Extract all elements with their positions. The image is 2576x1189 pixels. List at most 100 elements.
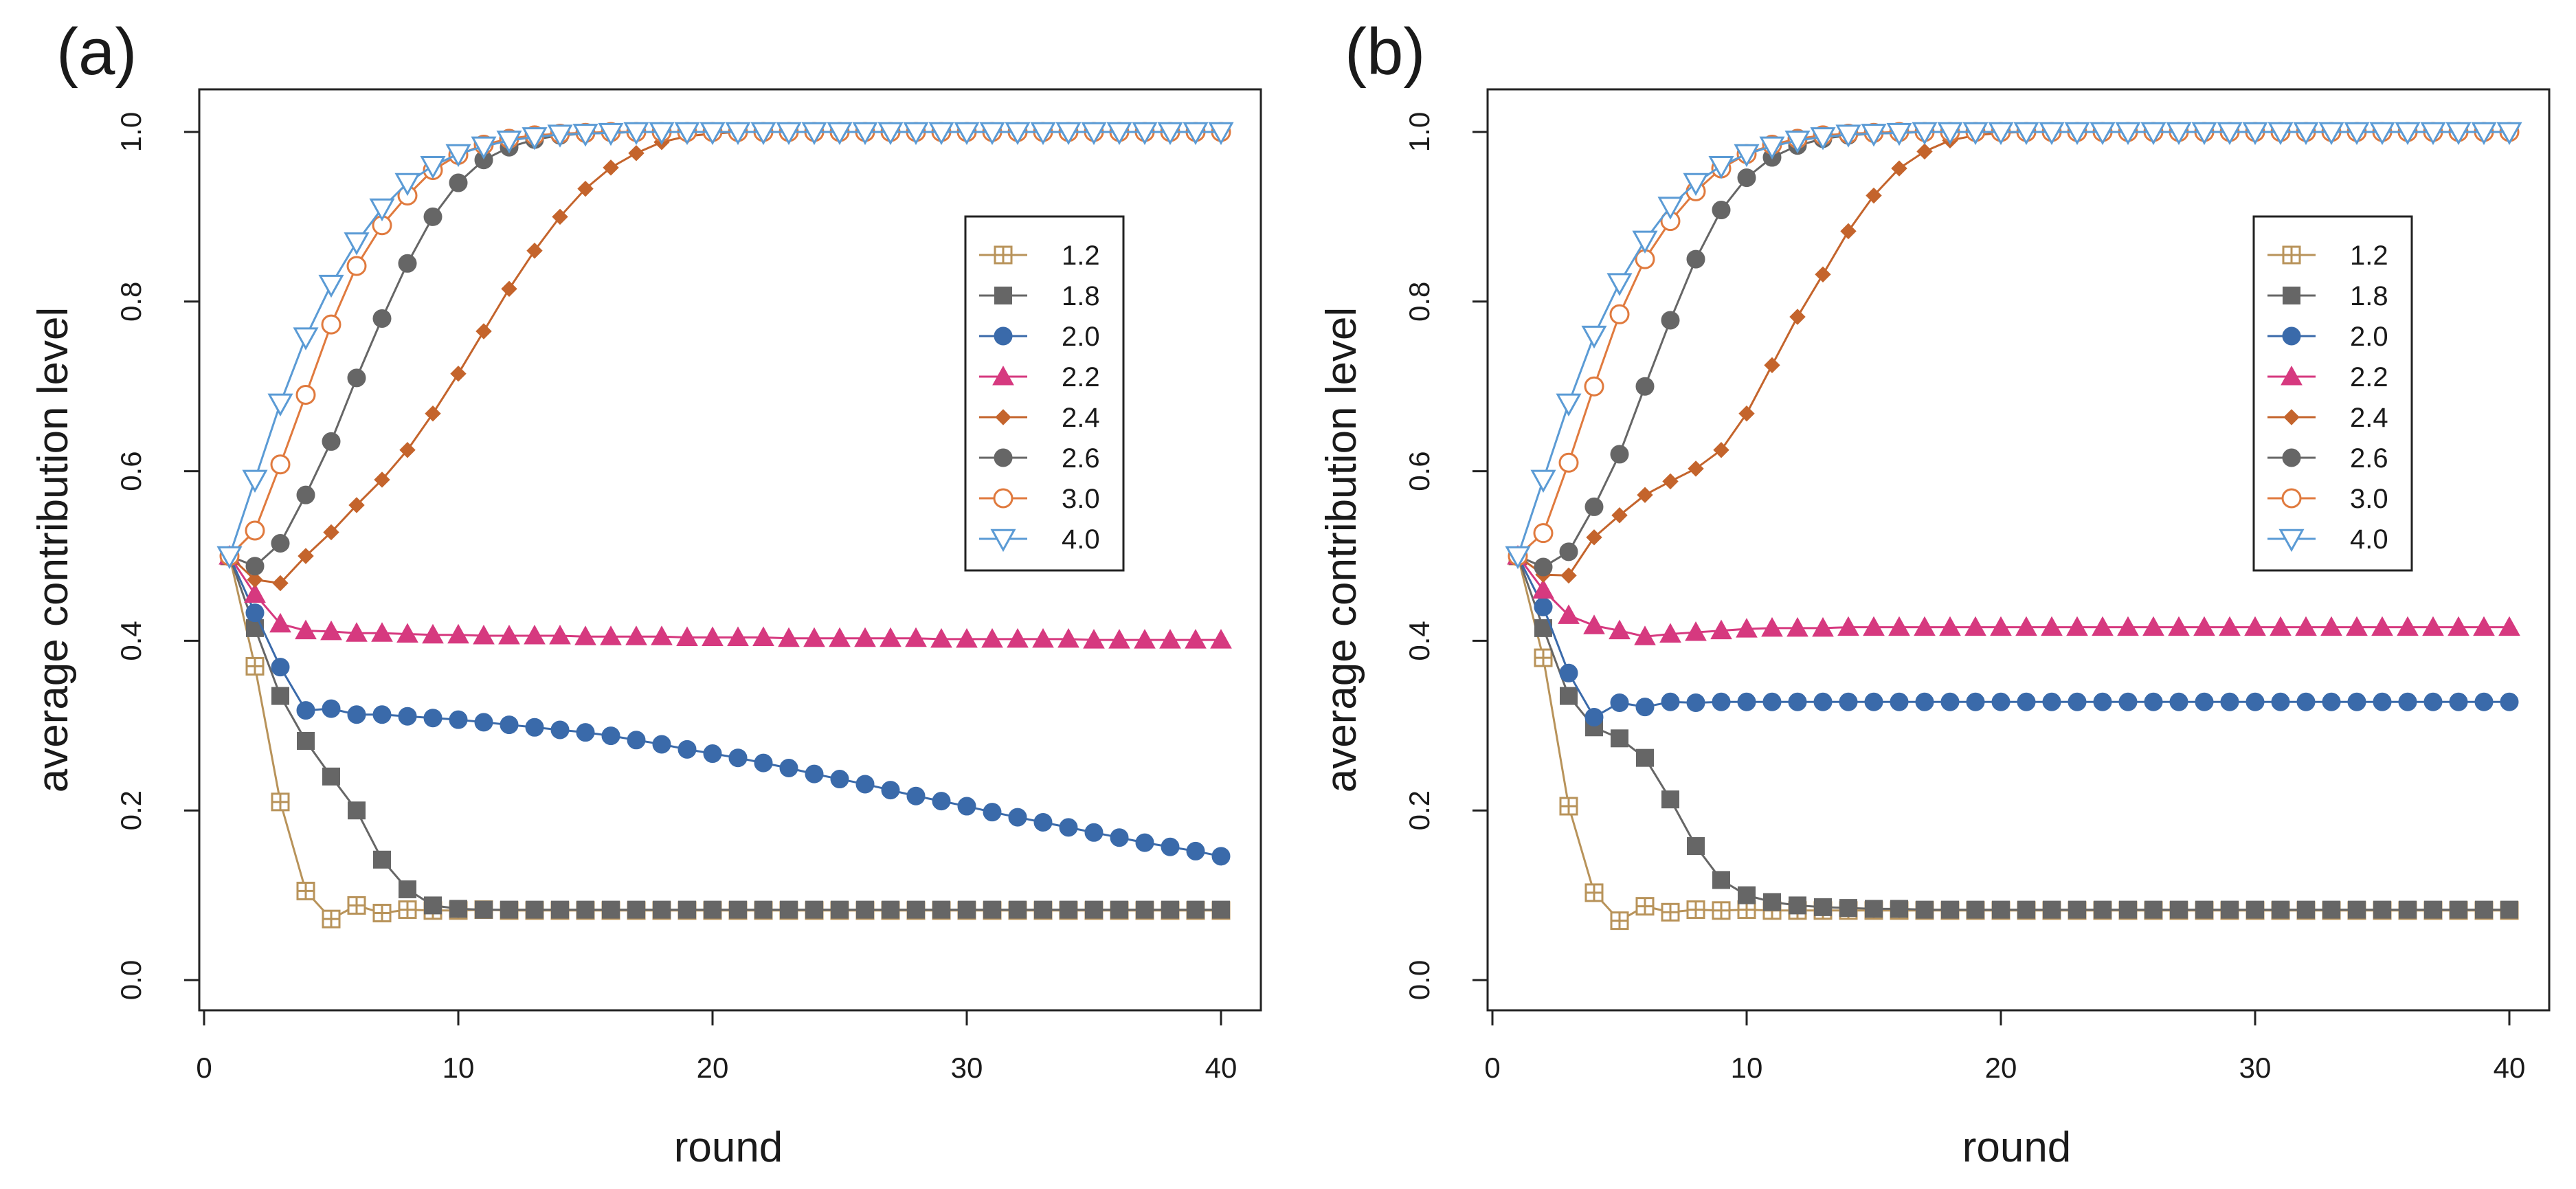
data-point <box>2496 122 2522 146</box>
data-point <box>2348 900 2366 919</box>
series-line <box>228 555 1222 858</box>
series-line <box>228 131 1221 557</box>
data-point <box>2320 616 2342 636</box>
data-point <box>958 900 976 919</box>
data-point <box>2118 692 2138 711</box>
data-point <box>1839 692 1858 711</box>
data-point <box>1558 452 1579 473</box>
data-point <box>2017 692 2036 711</box>
legend-label: 1.2 <box>1062 241 1100 271</box>
data-point <box>552 208 568 225</box>
data-point <box>1161 837 1180 856</box>
series-2.0 <box>220 546 1231 866</box>
data-point <box>827 122 853 146</box>
data-point <box>2015 616 2037 636</box>
data-point <box>2471 122 2497 146</box>
data-point <box>296 881 315 900</box>
data-point <box>602 900 620 919</box>
data-point <box>2092 616 2114 636</box>
data-point <box>1888 616 1910 636</box>
data-point <box>445 144 471 168</box>
data-point <box>2195 692 2214 711</box>
legend-label: 1.8 <box>2350 281 2388 311</box>
data-point <box>1891 160 1907 177</box>
data-point <box>348 497 365 513</box>
data-point <box>323 524 339 541</box>
data-point <box>1939 616 1961 636</box>
data-point <box>2191 122 2217 146</box>
data-point <box>576 900 594 919</box>
data-point <box>729 900 747 919</box>
data-point <box>1738 886 1756 904</box>
data-point <box>1187 900 1205 919</box>
data-point <box>2344 122 2370 146</box>
data-point <box>295 385 316 405</box>
data-point <box>932 792 951 811</box>
data-point <box>1835 124 1861 148</box>
data-point <box>2373 900 2391 919</box>
data-point <box>1661 790 1679 809</box>
data-point <box>1135 833 1154 852</box>
x-tick-label: 0 <box>196 1052 212 1084</box>
data-point <box>449 710 468 729</box>
data-point <box>1534 557 1553 577</box>
data-point <box>1686 249 1705 269</box>
data-point <box>880 627 901 647</box>
legend-marker <box>995 409 1011 425</box>
legend-entry: 4.0 <box>979 524 1100 555</box>
data-point <box>2422 616 2444 636</box>
data-point <box>399 442 416 458</box>
data-point <box>2399 900 2417 919</box>
x-tick-label: 30 <box>951 1052 983 1084</box>
data-point <box>805 900 823 919</box>
data-point <box>2041 616 2063 636</box>
y-axis-title: average contribution level <box>1318 307 1365 793</box>
data-point <box>1710 619 1732 640</box>
data-point <box>830 770 849 789</box>
data-point <box>1533 523 1554 544</box>
data-point <box>1813 692 1833 711</box>
y-axis: 0.0 0.2 0.4 0.6 0.8 1.0 <box>1403 112 1488 1000</box>
data-point <box>1661 692 1680 711</box>
data-point <box>1916 143 1933 160</box>
data-point <box>1033 812 1053 832</box>
data-point <box>2068 900 2086 919</box>
data-point <box>1712 871 1730 889</box>
legend-marker <box>994 287 1012 304</box>
data-point <box>1738 405 1755 422</box>
data-point <box>369 198 395 222</box>
data-point <box>500 900 518 919</box>
x-axis: 0 10 20 30 40 <box>1484 1010 2525 1084</box>
data-point <box>752 626 774 646</box>
data-point <box>1161 900 1179 919</box>
legend-label: 3.0 <box>2350 484 2388 514</box>
data-point <box>1708 156 1734 179</box>
data-point <box>677 740 697 759</box>
data-point <box>1606 273 1633 296</box>
data-point <box>1659 623 1681 643</box>
data-point <box>1967 900 1984 919</box>
data-point <box>1789 309 1806 325</box>
data-point <box>295 619 317 640</box>
data-point <box>1734 144 1760 168</box>
data-point <box>2397 616 2419 636</box>
data-point <box>603 159 619 176</box>
data-point <box>2395 122 2421 146</box>
data-point <box>496 131 522 154</box>
y-tick-label: 0.6 <box>115 451 147 491</box>
data-point <box>1210 629 1232 649</box>
data-point <box>979 122 1005 146</box>
data-point <box>1584 497 1604 516</box>
legend-entry: 2.6 <box>2267 443 2388 474</box>
data-point <box>348 801 366 820</box>
data-point <box>1637 487 1653 503</box>
data-point <box>1763 893 1781 911</box>
data-point <box>1761 616 1783 637</box>
x-tick-label: 10 <box>1731 1052 1763 1084</box>
data-point <box>651 625 673 645</box>
data-point <box>2170 900 2188 919</box>
data-point <box>2448 616 2469 636</box>
data-point <box>272 575 289 592</box>
data-point <box>702 626 724 646</box>
data-point <box>854 627 876 647</box>
